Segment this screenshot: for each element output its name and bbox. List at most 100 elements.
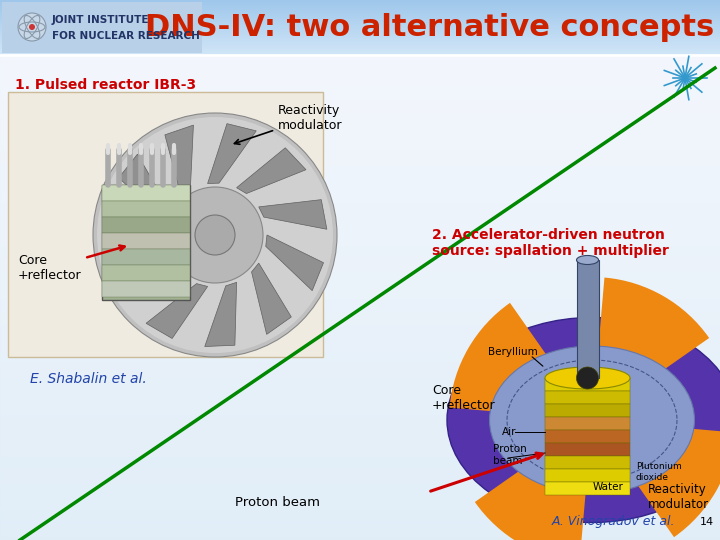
Bar — [0, 467, 720, 468]
Bar — [0, 54, 720, 55]
Polygon shape — [207, 124, 256, 184]
Polygon shape — [237, 148, 306, 193]
Bar — [0, 9, 720, 10]
Bar — [0, 136, 720, 137]
Bar — [0, 284, 720, 285]
Bar — [0, 216, 720, 217]
Bar — [0, 232, 720, 233]
Bar — [0, 202, 720, 203]
Bar — [0, 117, 720, 118]
Bar — [0, 285, 720, 286]
Bar — [0, 36, 720, 37]
Bar — [0, 95, 720, 96]
Bar — [0, 134, 720, 135]
Bar — [0, 375, 720, 376]
Bar — [0, 10, 720, 11]
Bar — [0, 109, 720, 110]
Bar — [0, 116, 720, 117]
Bar — [0, 345, 720, 346]
Bar — [0, 419, 720, 420]
Bar — [0, 238, 720, 239]
Text: DNS-IV: two alternative concepts: DNS-IV: two alternative concepts — [145, 14, 715, 43]
Bar — [0, 265, 720, 266]
Bar — [0, 257, 720, 258]
Bar — [0, 428, 720, 429]
Bar — [0, 42, 720, 43]
Bar — [0, 421, 720, 422]
Bar — [0, 100, 720, 101]
Bar — [0, 74, 720, 75]
Bar — [0, 185, 720, 186]
Bar — [0, 233, 720, 234]
Bar — [0, 21, 720, 22]
Bar — [0, 11, 720, 12]
Text: Core
+reflector: Core +reflector — [432, 384, 495, 412]
Bar — [0, 437, 720, 438]
Bar — [0, 48, 720, 49]
Bar — [0, 128, 720, 129]
Bar — [0, 527, 720, 528]
Circle shape — [29, 24, 35, 30]
Bar — [0, 80, 720, 81]
Bar — [0, 161, 720, 162]
Bar — [0, 489, 720, 490]
Bar — [0, 463, 720, 464]
Bar — [0, 240, 720, 241]
Bar — [0, 25, 720, 26]
Bar — [0, 81, 720, 82]
Bar — [0, 507, 720, 508]
Bar — [0, 58, 720, 59]
FancyBboxPatch shape — [545, 391, 630, 404]
Bar — [0, 400, 720, 401]
Text: E. Shabalin et al.: E. Shabalin et al. — [30, 372, 147, 386]
Bar — [0, 154, 720, 155]
Bar — [0, 365, 720, 366]
Bar — [0, 244, 720, 245]
Bar — [0, 491, 720, 492]
Bar — [0, 94, 720, 95]
Bar — [0, 93, 720, 94]
Bar — [0, 20, 720, 21]
Bar — [0, 160, 720, 161]
Bar — [0, 386, 720, 387]
Bar — [0, 201, 720, 202]
Bar — [0, 53, 720, 54]
Bar — [0, 97, 720, 98]
Bar — [0, 454, 720, 455]
Bar — [0, 142, 720, 143]
Bar — [0, 455, 720, 456]
Bar — [0, 219, 720, 220]
Bar — [0, 204, 720, 205]
Bar — [0, 354, 720, 355]
Bar — [0, 212, 720, 213]
Bar — [0, 353, 720, 354]
Bar — [0, 71, 720, 72]
Bar — [0, 25, 720, 26]
Bar — [0, 449, 720, 450]
Bar — [0, 453, 720, 454]
Bar — [0, 323, 720, 324]
Bar — [0, 372, 720, 373]
Circle shape — [577, 367, 598, 389]
Bar — [0, 423, 720, 424]
Bar — [0, 37, 720, 38]
Bar — [0, 75, 720, 76]
Bar — [0, 122, 720, 123]
Bar — [0, 0, 720, 1]
Polygon shape — [109, 266, 181, 299]
Bar — [0, 426, 720, 427]
Bar — [0, 537, 720, 538]
FancyBboxPatch shape — [8, 92, 323, 357]
Bar — [0, 522, 720, 523]
Bar — [0, 280, 720, 281]
Bar — [0, 330, 720, 331]
Bar — [0, 17, 720, 18]
Bar — [0, 390, 720, 391]
Bar — [0, 268, 720, 269]
Bar — [0, 452, 720, 453]
Bar — [0, 505, 720, 506]
Bar — [0, 39, 720, 40]
Bar — [0, 171, 720, 172]
Bar — [0, 346, 720, 347]
Bar — [0, 61, 720, 62]
